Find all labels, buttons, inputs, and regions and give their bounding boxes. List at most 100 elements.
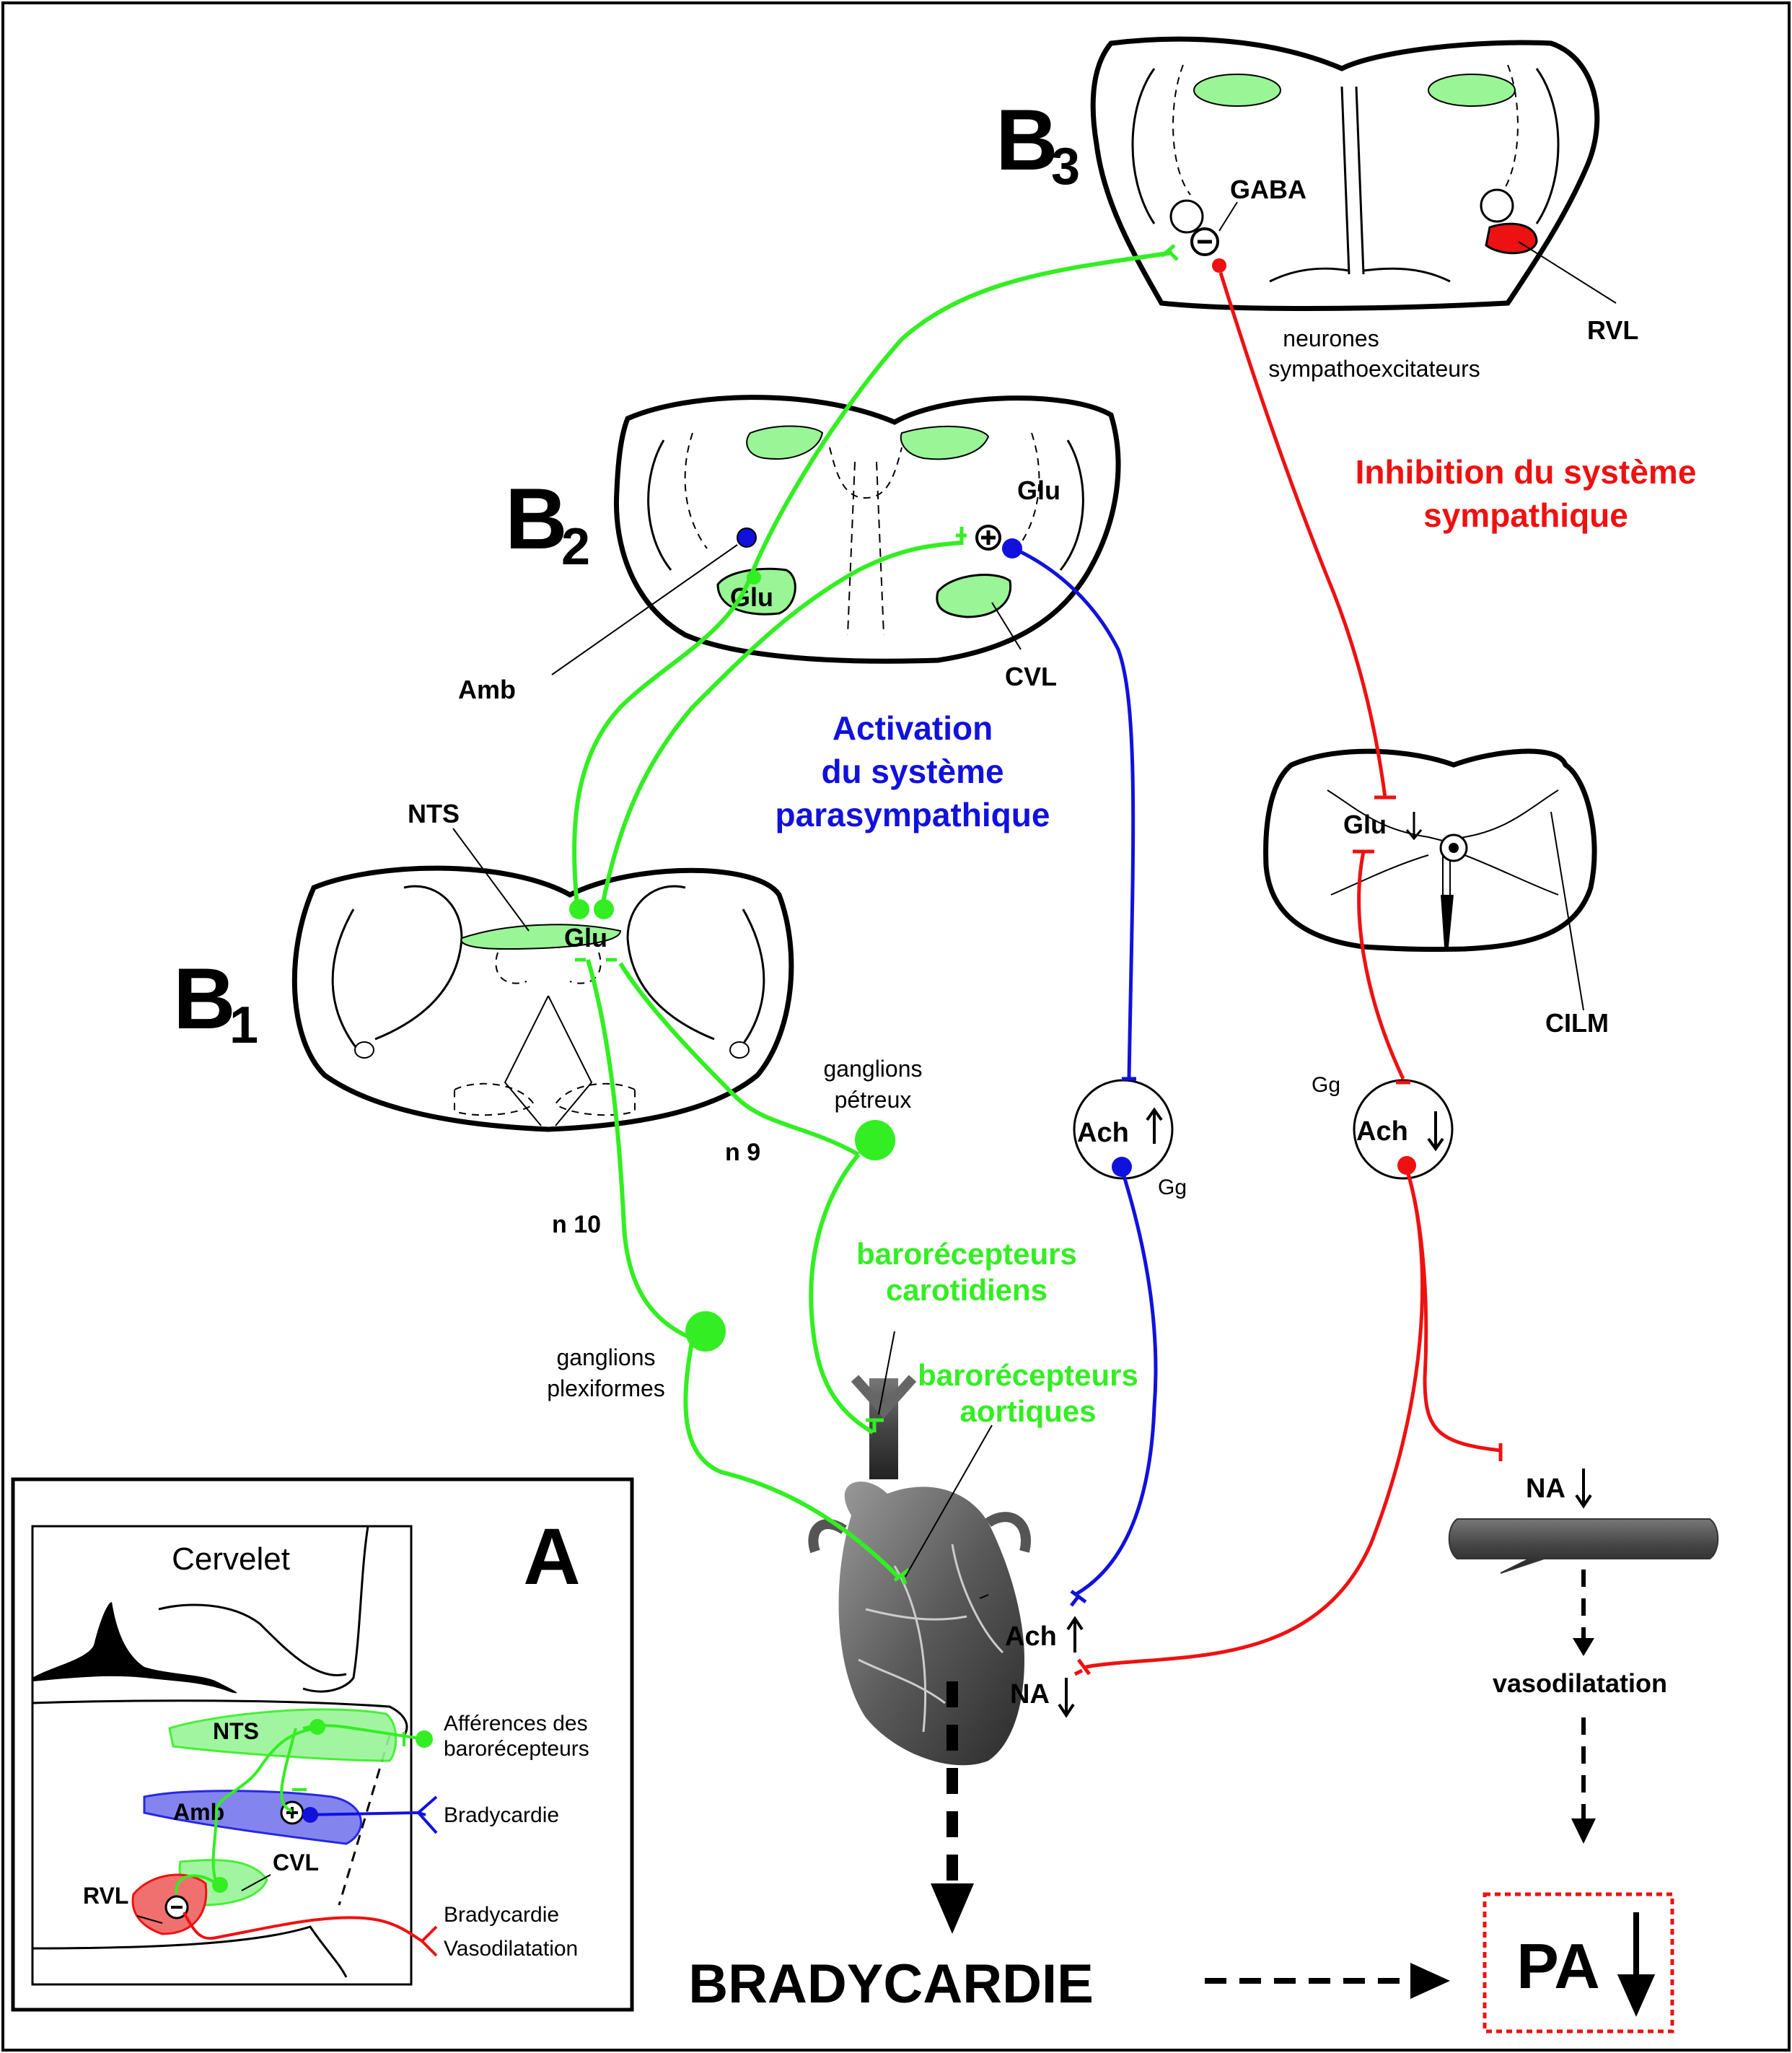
ganglions-plexiformes-soma bbox=[685, 1311, 726, 1352]
red-sympathetic-pathway bbox=[1085, 272, 1501, 1669]
inset-rvl-label: RVL bbox=[83, 1883, 128, 1909]
inset-cerebellum-outline bbox=[158, 1525, 369, 1693]
ganglions-plexiformes-line1: ganglions bbox=[557, 1344, 656, 1370]
cvl-pointer bbox=[991, 602, 1022, 650]
inset-a: A Cervelet NTS Amb CVL RVL Afférences de… bbox=[11, 1477, 634, 2012]
cvl-nucleus bbox=[936, 574, 1012, 618]
heart-arrowhead bbox=[931, 1883, 974, 1934]
barorecepteurs-carotidiens-line1: barorécepteurs bbox=[856, 1237, 1077, 1271]
cilm-pointer bbox=[1550, 811, 1584, 1011]
ach-heart-label: Ach bbox=[1005, 1621, 1057, 1652]
spinal-cord-section: Glu CILM bbox=[1263, 748, 1609, 1038]
inset-cvl-pointer bbox=[241, 1874, 271, 1891]
gg-symp-label: Gg bbox=[1312, 1073, 1340, 1097]
b1-pyramids bbox=[504, 995, 593, 1126]
nts-label: NTS bbox=[408, 799, 460, 828]
inset-plus-icon bbox=[286, 1807, 298, 1818]
b3-green-nucleus-left bbox=[1193, 74, 1281, 107]
b1-inner-right-2 bbox=[626, 885, 715, 1041]
spinal-cord-outline bbox=[1263, 748, 1597, 953]
nts-to-b3-path bbox=[572, 250, 1173, 906]
b2-midline bbox=[847, 461, 884, 636]
amb-label: Amb bbox=[458, 675, 516, 704]
b1-inner-right bbox=[734, 909, 765, 1054]
barorecepteurs-aortiques-line1: barorécepteurs bbox=[918, 1358, 1138, 1392]
n10-label: n 10 bbox=[552, 1211, 601, 1238]
barorecepteurs-carotidiens-line2: carotidiens bbox=[886, 1273, 1047, 1307]
ach-para-label: Ach bbox=[1077, 1118, 1129, 1148]
b2-glu-soma bbox=[747, 570, 761, 585]
inset-brainstem-top bbox=[32, 1699, 408, 1736]
amb-to-ganglion-path bbox=[1012, 546, 1136, 1080]
b2-subscript: 2 bbox=[561, 518, 590, 576]
barorecepteurs-aortiques-line2: aortiques bbox=[959, 1394, 1096, 1428]
inset-green-paths bbox=[175, 1724, 425, 1895]
spinal-fissure bbox=[1441, 894, 1454, 947]
pa-box bbox=[1483, 1892, 1674, 2034]
b3-inner-right bbox=[1535, 68, 1560, 224]
carotid-receptor-terminal bbox=[866, 1418, 884, 1432]
inset-nts-label: NTS bbox=[213, 1718, 259, 1744]
b2-dash-left bbox=[684, 432, 708, 549]
nts-pointer bbox=[452, 828, 530, 932]
blue-parasympathetic-pathway bbox=[1012, 546, 1158, 1597]
amb-neuron-soma bbox=[737, 528, 757, 548]
cvl-green-terminal bbox=[956, 527, 967, 545]
b3-nucleus-left bbox=[1169, 199, 1204, 234]
gg-para-label: Gg bbox=[1158, 1176, 1187, 1199]
b1-brainstem-outline bbox=[291, 865, 794, 1132]
nts-to-cvl-path bbox=[600, 540, 964, 906]
b2-central-dash bbox=[829, 447, 902, 499]
ach-symp-label: Ach bbox=[1356, 1116, 1408, 1147]
inset-red-path bbox=[183, 1912, 438, 1957]
glu-spinal-down-arrow-icon bbox=[1405, 812, 1423, 841]
inset-dashed-line bbox=[338, 1735, 391, 1906]
ganglions-plexiformes-line2: plexiformes bbox=[547, 1375, 665, 1401]
neurones-label-line2: sympathoexcitateurs bbox=[1268, 356, 1480, 382]
inset-amb-soma bbox=[302, 1807, 318, 1823]
section-b3: B 3 GABA RVL neurones sympathoexcitateur… bbox=[996, 36, 1638, 382]
inset-amb-region bbox=[143, 1790, 362, 1845]
activation-label-line1: Activation bbox=[833, 709, 993, 747]
glu-b2-label: Glu bbox=[730, 582, 773, 612]
inset-cvl-soma bbox=[212, 1877, 228, 1893]
para-ganglion-soma bbox=[1112, 1157, 1132, 1177]
spinal-grey-matter bbox=[1327, 789, 1559, 906]
b1-dash-centre bbox=[495, 952, 602, 984]
b2-inner-left bbox=[647, 439, 672, 571]
b3-dash-right bbox=[1500, 64, 1519, 196]
inset-afferent-soma bbox=[416, 1730, 433, 1748]
symp-ganglion-soma bbox=[1397, 1156, 1416, 1175]
inhibition-label-line2: sympathique bbox=[1423, 496, 1628, 534]
b3-nucleus-right-upper bbox=[1480, 188, 1514, 223]
b1-inner-left bbox=[331, 909, 362, 1054]
inset-rvl-pointer bbox=[136, 1915, 163, 1924]
glossopharyngeal-nerve-path bbox=[618, 962, 874, 1435]
neurones-label-line1: neurones bbox=[1283, 325, 1379, 351]
b1-subscript: 1 bbox=[229, 997, 258, 1054]
inset-blue-path bbox=[302, 1795, 438, 1834]
glu-spinal-label: Glu bbox=[1343, 810, 1387, 839]
vagus-nerve-path bbox=[586, 959, 900, 1579]
heart-ach-pointer bbox=[979, 1594, 989, 1599]
aortic-receptor-terminal bbox=[893, 1568, 910, 1585]
b3-inner-left bbox=[1131, 68, 1156, 224]
inset-green-terminals bbox=[292, 1732, 405, 1791]
cilm-label: CILM bbox=[1545, 1008, 1609, 1038]
inset-afferences-line2: barorécepteurs bbox=[444, 1737, 589, 1761]
na-heart-label: NA bbox=[1010, 1679, 1050, 1710]
section-b1: B 1 NTS Glu bbox=[173, 799, 794, 1132]
inset-bradycardie-blue: Bradycardie bbox=[444, 1803, 559, 1827]
vasodilatation-arrowhead bbox=[1571, 1818, 1596, 1844]
green-afferent-pathways bbox=[572, 250, 1173, 1579]
na-heart-down-arrow-icon bbox=[1058, 1678, 1075, 1718]
b3-dash-left bbox=[1172, 64, 1191, 196]
sympathetic-ganglion-circle bbox=[1353, 1079, 1454, 1180]
b3-green-terminal bbox=[1160, 244, 1179, 261]
inset-bradycardie-red: Bradycardie bbox=[444, 1903, 559, 1927]
spinal-to-ganglion-path bbox=[1357, 851, 1405, 1080]
amb-output-soma bbox=[1002, 538, 1022, 559]
rvl-to-spinal-path bbox=[1218, 272, 1387, 798]
